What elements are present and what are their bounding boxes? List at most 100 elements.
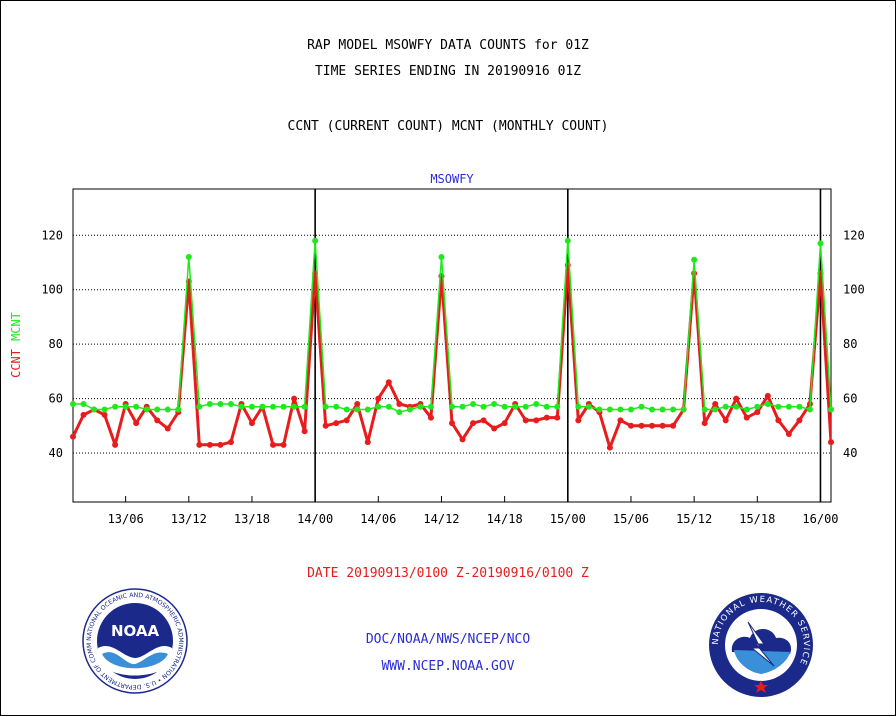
data-point-ccnt (364, 439, 371, 446)
chart-title-line2: TIME SERIES ENDING IN 20190916 01Z (314, 64, 582, 79)
data-point-mcnt (80, 401, 87, 408)
data-point-ccnt (533, 417, 540, 424)
data-point-mcnt (649, 406, 656, 413)
data-point-ccnt (480, 417, 487, 424)
data-point-ccnt (375, 395, 382, 402)
data-point-mcnt (828, 406, 834, 413)
date-range-label: DATE 20190913/0100 Z-20190916/0100 Z (307, 566, 589, 581)
noaa-logo-icon: NOAA NATIONAL OCEANIC AND ATMOSPHERIC AD… (82, 588, 188, 694)
data-point-mcnt (796, 403, 803, 410)
x-tick-label: 14/12 (423, 512, 459, 526)
data-point-mcnt (670, 406, 677, 413)
data-point-mcnt (154, 406, 161, 413)
data-point-ccnt (712, 401, 719, 408)
x-tick-label: 15/00 (550, 512, 586, 526)
x-tick-label: 13/12 (171, 512, 207, 526)
data-point-mcnt (406, 406, 413, 413)
data-point-mcnt (333, 403, 340, 410)
y-tick-label-left: 100 (41, 283, 63, 297)
data-point-ccnt (606, 444, 613, 451)
x-tick-label: 14/18 (487, 512, 523, 526)
plot-title: MSOWFY (430, 172, 474, 186)
data-point-mcnt (375, 403, 382, 410)
data-point-mcnt (817, 240, 824, 247)
data-point-ccnt (248, 420, 255, 427)
url-link[interactable]: WWW.NCEP.NOAA.GOV (381, 659, 515, 674)
data-point-mcnt (270, 403, 277, 410)
data-point-ccnt (343, 417, 350, 424)
data-point-ccnt (217, 441, 224, 448)
data-point-mcnt (554, 403, 561, 410)
data-point-ccnt (385, 379, 392, 386)
data-point-mcnt (385, 403, 392, 410)
y-tick-label-left: 40 (49, 446, 63, 460)
chart-title-line3: CCNT (CURRENT COUNT) MCNT (MONTHLY COUNT… (287, 119, 609, 134)
data-point-ccnt (522, 417, 529, 424)
data-point-mcnt (785, 403, 792, 410)
data-point-ccnt (322, 422, 329, 429)
x-tick-label: 14/00 (297, 512, 333, 526)
data-point-mcnt (70, 401, 76, 408)
data-point-mcnt (806, 406, 813, 413)
data-point-mcnt (680, 406, 687, 413)
data-point-mcnt (312, 237, 319, 244)
data-point-mcnt (354, 406, 361, 413)
data-point-ccnt (291, 395, 298, 402)
y-axis-label-ccnt: CCNT (9, 349, 23, 378)
data-point-ccnt (743, 414, 750, 421)
data-point-mcnt (638, 403, 645, 410)
data-point-ccnt (554, 414, 561, 421)
data-point-ccnt (333, 420, 340, 427)
data-point-mcnt (722, 403, 729, 410)
data-point-mcnt (501, 403, 508, 410)
data-point-mcnt (575, 403, 582, 410)
y-axis-label: CCNT MCNT (9, 312, 23, 378)
x-tick-label: 16/00 (802, 512, 838, 526)
x-tick-label: 14/06 (360, 512, 396, 526)
data-point-mcnt (733, 403, 740, 410)
nws-logo-icon: NATIONAL WEATHER SERVICE (709, 593, 813, 697)
data-point-ccnt (670, 422, 677, 429)
data-point-mcnt (164, 406, 171, 413)
data-point-mcnt (627, 406, 634, 413)
plot-area (72, 188, 832, 503)
data-point-mcnt (585, 403, 592, 410)
data-point-mcnt (217, 401, 224, 408)
data-point-ccnt (80, 411, 87, 418)
y-tick-label-left: 80 (49, 337, 63, 351)
data-point-mcnt (659, 406, 666, 413)
y-tick-label-left: 120 (41, 228, 63, 242)
data-point-ccnt (659, 422, 666, 429)
data-point-mcnt (512, 403, 519, 410)
data-point-mcnt (91, 406, 98, 413)
data-point-ccnt (701, 420, 708, 427)
data-point-mcnt (533, 401, 540, 408)
data-point-ccnt (754, 409, 761, 416)
data-point-ccnt (491, 425, 498, 432)
data-point-ccnt (775, 417, 782, 424)
data-point-mcnt (196, 403, 203, 410)
data-point-ccnt (785, 430, 792, 437)
data-point-mcnt (438, 254, 445, 261)
x-tick-label: 15/12 (676, 512, 712, 526)
data-point-mcnt (122, 403, 129, 410)
data-point-mcnt (417, 403, 424, 410)
data-point-mcnt (364, 406, 371, 413)
data-point-ccnt (427, 414, 434, 421)
data-point-ccnt (691, 270, 698, 277)
org-label: DOC/NOAA/NWS/NCEP/NCO (365, 632, 531, 647)
data-point-ccnt (133, 420, 140, 427)
data-point-mcnt (175, 406, 182, 413)
data-point-mcnt (712, 406, 719, 413)
data-point-mcnt (301, 403, 308, 410)
data-point-mcnt (248, 403, 255, 410)
data-point-ccnt (154, 417, 161, 424)
data-point-ccnt (354, 401, 361, 408)
data-point-ccnt (617, 417, 624, 424)
y-tick-label-right: 40 (843, 446, 857, 460)
data-point-ccnt (206, 441, 213, 448)
data-point-mcnt (238, 403, 245, 410)
x-tick-label: 15/18 (739, 512, 775, 526)
data-point-ccnt (649, 422, 656, 429)
data-point-mcnt (470, 401, 477, 408)
